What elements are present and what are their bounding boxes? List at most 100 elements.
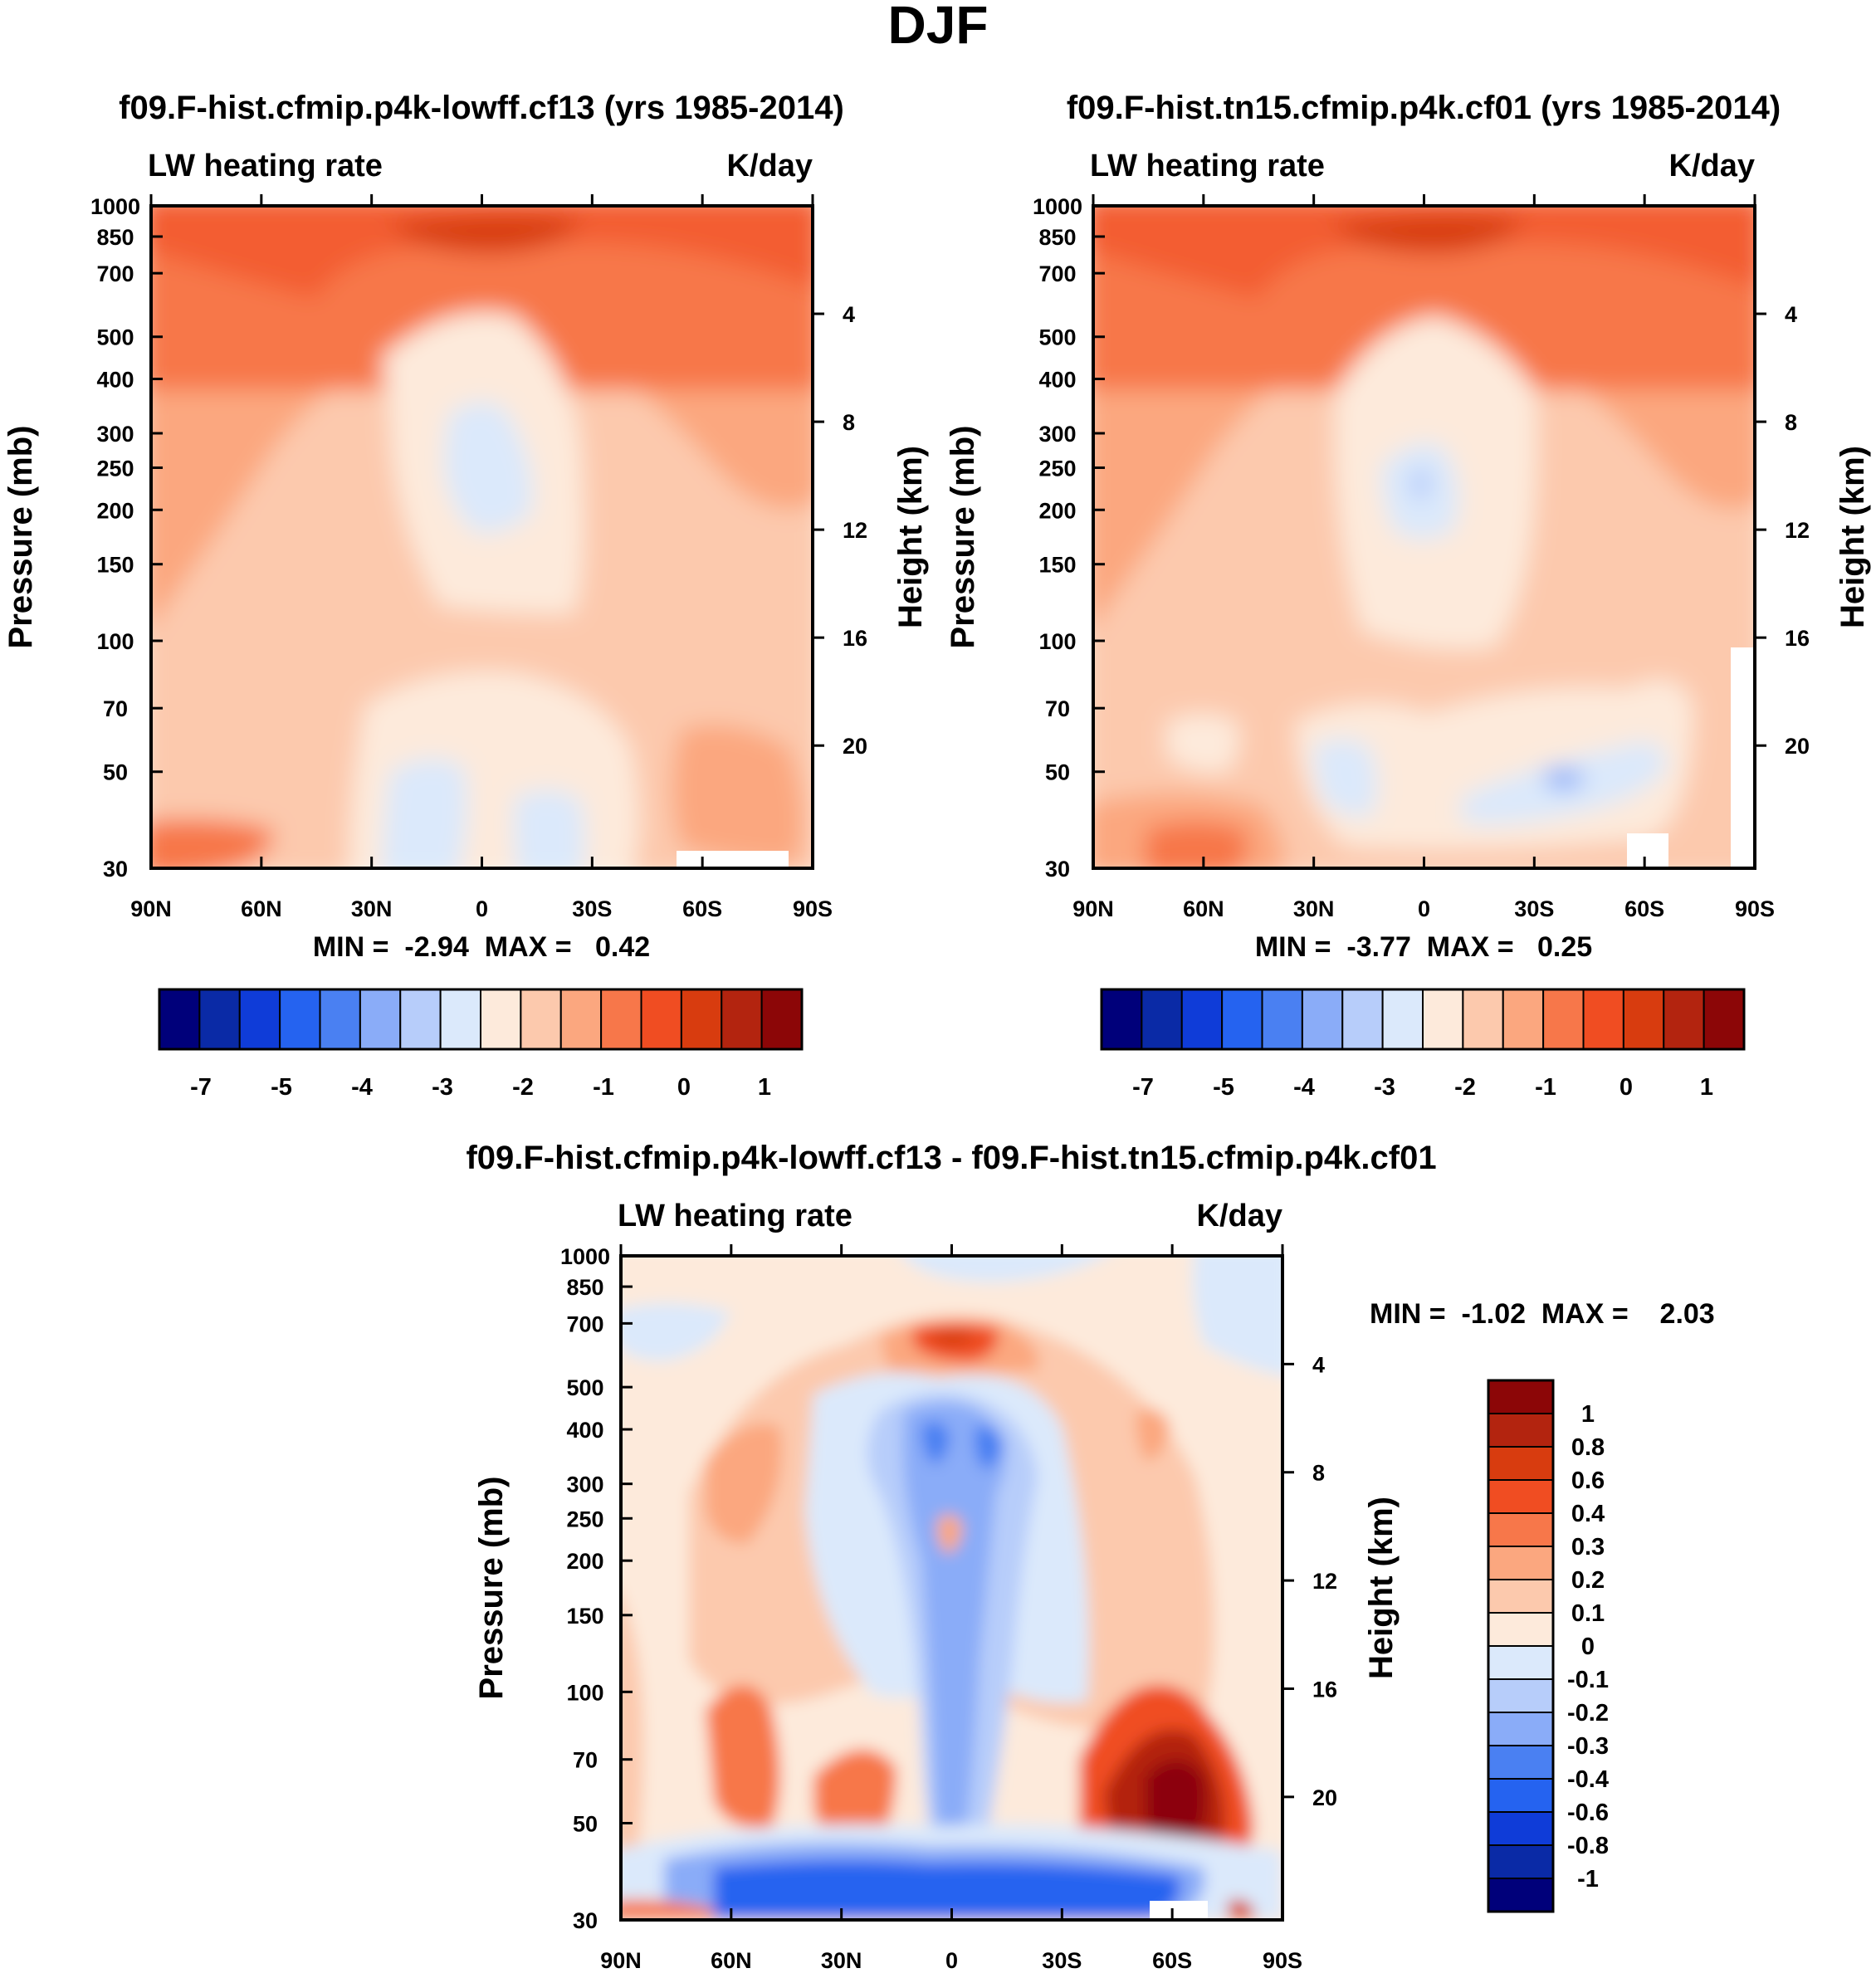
panel-1-title: f09.F-hist.cfmip.p4k-lowff.cf13 (yrs 198…: [119, 90, 844, 126]
colorbar-swatch: [1488, 1712, 1554, 1746]
colorbar-swatch: [1488, 1645, 1554, 1680]
colorbar-label: 0.8: [1571, 1434, 1605, 1461]
pressure-tick-label: 500: [96, 325, 134, 350]
pressure-tick-label: 30: [573, 1908, 598, 1933]
pressure-tick-label: 100: [1038, 629, 1076, 654]
colorbar-label: 0: [1620, 1074, 1633, 1101]
colorbar-label: 1: [758, 1074, 771, 1101]
lat-tick-label: 60S: [1624, 896, 1664, 921]
pressure-tick-label: 250: [566, 1507, 603, 1531]
panel-2-title: f09.F-hist.tn15.cfmip.p4k.cf01 (yrs 1985…: [1067, 90, 1781, 126]
pressure-tick-label: 200: [1038, 498, 1076, 523]
pressure-tick-label: 1000: [560, 1244, 610, 1269]
pressure-tick-label: 70: [573, 1748, 598, 1773]
panel-3-contour-field: [621, 1256, 1282, 1920]
lat-tick-label: 30N: [351, 896, 393, 921]
colorbar-swatch: [279, 989, 321, 1050]
colorbar-swatch: [1488, 1479, 1554, 1514]
colorbar-swatch: [1488, 1678, 1554, 1713]
colorbar-swatch: [1341, 989, 1384, 1050]
pressure-tick-label: 200: [566, 1549, 603, 1574]
colorbar-label: 0.2: [1571, 1567, 1605, 1594]
lat-tick-label: 90S: [793, 896, 833, 921]
colorbar-swatch: [1703, 989, 1745, 1050]
pressure-tick-label: 700: [1038, 261, 1076, 286]
lat-tick-label: 30N: [821, 1948, 862, 1973]
colorbar-swatch: [1422, 989, 1464, 1050]
lat-tick-label: 60N: [1183, 896, 1224, 921]
panel-2-field-label: LW heating rate: [1090, 149, 1325, 183]
pressure-tick-label: 300: [96, 422, 134, 447]
colorbar-label: 0.6: [1571, 1468, 1605, 1494]
colorbar-swatch: [399, 989, 442, 1050]
colorbar-swatch: [159, 989, 201, 1050]
colorbar-swatch: [760, 989, 803, 1050]
panel-3: f09.F-hist.cfmip.p4k-lowff.cf13 - f09.F-…: [466, 1140, 1714, 1973]
panel-2-contour-field: [1093, 206, 1755, 868]
colorbar-label: -7: [190, 1074, 212, 1101]
colorbar-swatch: [1180, 989, 1224, 1050]
colorbar-swatch: [1488, 1612, 1554, 1647]
pressure-tick-label: 300: [1038, 422, 1076, 447]
pressure-tick-label: 850: [566, 1275, 603, 1300]
panel-2-min-max: MIN = -3.77 MAX = 0.25: [1255, 931, 1592, 963]
height-tick-label: 20: [843, 734, 867, 759]
lat-tick-label: 90S: [1263, 1948, 1302, 1973]
height-tick-label: 12: [1312, 1569, 1337, 1594]
height-tick-label: 16: [1312, 1677, 1337, 1702]
colorbar-label: 0: [1581, 1634, 1595, 1660]
pressure-tick-label: 500: [566, 1375, 603, 1400]
colorbar-swatch: [319, 989, 361, 1050]
height-tick-label: 8: [1312, 1461, 1325, 1486]
lat-tick-label: 30S: [572, 896, 612, 921]
colorbar-swatch: [721, 989, 763, 1050]
colorbar-label: 0.1: [1571, 1600, 1605, 1627]
height-tick-label: 8: [1785, 410, 1797, 435]
colorbar-label: -0.6: [1567, 1800, 1609, 1826]
colorbar-swatch: [640, 989, 682, 1050]
colorbar-swatch: [1101, 989, 1143, 1050]
panel-3-ylabel-left: Pressure (mb): [473, 1477, 510, 1700]
panel-2: f09.F-hist.tn15.cfmip.p4k.cf01 (yrs 1985…: [945, 90, 1871, 1101]
panel-1-units: K/day: [727, 149, 813, 183]
colorbar-label: -1: [593, 1074, 614, 1101]
lat-tick-label: 90N: [1072, 896, 1114, 921]
panel-3-colorbar: 1 0.8 0.6 0.4 0.3 0.2 0.1 0 -0.1 -0.2 -0.3 -0.4 -0.6…: [1487, 1379, 1609, 1913]
colorbar-swatch: [1488, 1778, 1554, 1813]
colorbar-swatch: [1221, 989, 1263, 1050]
panel-1-ylabel-left: Pressure (mb): [2, 426, 39, 649]
pressure-tick-label: 30: [103, 857, 128, 882]
colorbar-label: -2: [1454, 1074, 1476, 1101]
colorbar-label: -3: [1374, 1074, 1395, 1101]
panel-3-ylabel-right: Height (km): [1363, 1497, 1400, 1679]
colorbar-swatch: [680, 989, 723, 1050]
colorbar-swatch: [1488, 1811, 1554, 1846]
pressure-tick-label: 50: [103, 760, 128, 785]
colorbar-label: -1: [1535, 1074, 1556, 1101]
panel-1-ylabel-right: Height (km): [892, 446, 929, 628]
colorbar-label: -4: [351, 1074, 373, 1101]
height-tick-label: 8: [843, 410, 855, 435]
height-tick-label: 12: [1785, 518, 1810, 543]
colorbar-frame: [1100, 988, 1746, 1051]
colorbar-label: -5: [271, 1074, 292, 1101]
colorbar-swatch: [1488, 1745, 1554, 1780]
panel-2-units: K/day: [1669, 149, 1755, 183]
colorbar-swatch: [1488, 1446, 1554, 1481]
colorbar-label: -0.2: [1567, 1700, 1609, 1726]
pressure-tick-label: 850: [96, 225, 134, 250]
height-tick-label: 4: [1785, 302, 1797, 327]
colorbar-swatch: [480, 989, 522, 1050]
colorbar-swatch: [1488, 1512, 1554, 1547]
pressure-tick-label: 1000: [1033, 194, 1082, 219]
pressure-tick-label: 200: [96, 498, 134, 523]
colorbar-swatch: [1261, 989, 1303, 1050]
panel-2-axes: 30 50 70 100 150 200 250 300 400 500 700 850 1000 20 1…: [1033, 194, 1810, 921]
colorbar-swatch: [1488, 1380, 1554, 1414]
pressure-tick-label: 100: [96, 629, 134, 654]
lat-tick-label: 90S: [1735, 896, 1775, 921]
colorbar-label: 0.4: [1571, 1501, 1605, 1527]
colorbar-swatch: [359, 989, 402, 1050]
lat-tick-label: 90N: [130, 896, 172, 921]
pressure-tick-label: 850: [1038, 225, 1076, 250]
